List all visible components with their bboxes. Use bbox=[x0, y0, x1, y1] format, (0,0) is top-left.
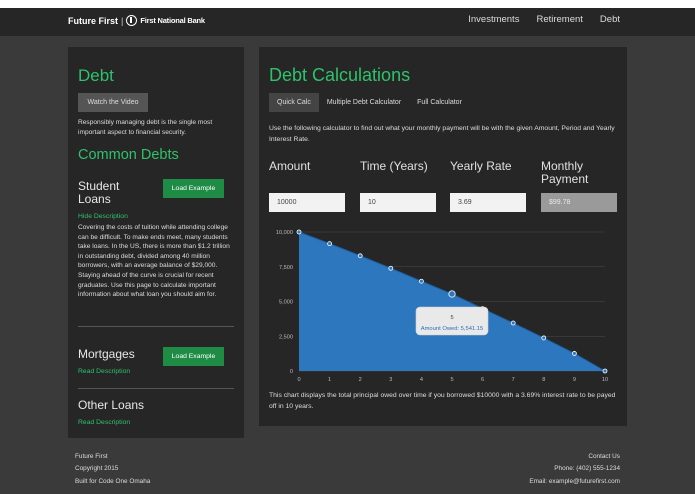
footer-phone: Phone: (402) 555-1234 bbox=[554, 465, 620, 473]
chart-tooltip: 5 Amount Owed: 5,541.15 bbox=[415, 306, 489, 336]
x-tick-label: 0 bbox=[297, 377, 300, 383]
tab-multiple-debt-calculator[interactable]: Multiple Debt Calculator bbox=[326, 99, 402, 106]
mortgages-load-example-button[interactable]: Load Example bbox=[163, 347, 224, 366]
mortgages-title: Mortgages bbox=[78, 347, 135, 361]
debt-calculations-title: Debt Calculations bbox=[269, 65, 411, 85]
principal-area bbox=[299, 232, 605, 371]
footer-contact-us-link[interactable]: Contact Us bbox=[588, 453, 620, 460]
x-tick-label: 6 bbox=[481, 377, 484, 383]
bank-name: First National Bank bbox=[140, 16, 205, 25]
tooltip-x-label: 5 bbox=[450, 315, 453, 321]
chart-note-text: This chart displays the total principal … bbox=[269, 392, 616, 410]
debt-info-panel: Debt Watch the Video Responsibly managin… bbox=[68, 47, 244, 438]
tab-full-calculator[interactable]: Full Calculator bbox=[417, 99, 462, 106]
student-loans-title: Student Loans bbox=[78, 179, 120, 206]
divider bbox=[78, 388, 234, 389]
data-point bbox=[388, 265, 394, 271]
x-tick-label: 7 bbox=[512, 377, 515, 383]
tooltip-value: Amount Owed: 5,541.15 bbox=[421, 326, 484, 332]
top-strip bbox=[0, 0, 695, 8]
x-tick-label: 10 bbox=[602, 377, 608, 383]
amount-input[interactable] bbox=[269, 193, 345, 212]
calculator-tabs: Quick Calc Multiple Debt Calculator Full… bbox=[269, 93, 470, 112]
brand-logo[interactable]: Future First | First National Bank bbox=[68, 15, 205, 26]
data-point bbox=[541, 335, 547, 341]
principal-chart-svg: 0 2,500 5,000 7,500 10,000 0 1 2 3 4 5 6 7 8 9 10 5 Amoun… bbox=[276, 229, 608, 383]
footer-right: Contact Us Phone: (402) 555-1234 Email: … bbox=[529, 451, 620, 488]
x-tick-label: 2 bbox=[359, 377, 362, 383]
x-tick-label: 1 bbox=[328, 377, 331, 383]
time-years-input[interactable] bbox=[360, 193, 436, 212]
yearly-rate-label: Yearly Rate bbox=[450, 159, 512, 173]
x-tick-label: 5 bbox=[450, 377, 453, 383]
footer-brand: Future First bbox=[75, 453, 108, 460]
y-tick-label: 10,000 bbox=[276, 230, 293, 236]
monthly-payment-output bbox=[541, 193, 617, 212]
brand-name: Future First bbox=[68, 15, 119, 26]
footer-left: Future First Copyright 2015 Built for Co… bbox=[75, 451, 150, 488]
watch-video-button[interactable]: Watch the Video bbox=[78, 93, 148, 112]
time-years-label: Time (Years) bbox=[360, 159, 428, 173]
footer-built-for: Built for Code One Omaha bbox=[75, 477, 151, 485]
student-loans-hide-description-link[interactable]: Hide Description bbox=[78, 213, 128, 220]
mortgages-read-description-link[interactable]: Read Description bbox=[78, 368, 131, 375]
y-tick-label: 5,000 bbox=[279, 300, 293, 306]
other-loans-read-description-link[interactable]: Read Description bbox=[78, 419, 131, 426]
common-debts-title: Common Debts bbox=[78, 147, 179, 163]
footer-copyright: Copyright 2015 bbox=[75, 465, 119, 473]
debt-calculations-panel: Debt Calculations Quick Calc Multiple De… bbox=[259, 47, 627, 426]
x-tick-label: 3 bbox=[389, 377, 392, 383]
tab-quick-calc[interactable]: Quick Calc bbox=[269, 93, 319, 112]
brand-separator: | bbox=[121, 15, 124, 26]
monthly-payment-label: Monthly Payment bbox=[541, 159, 589, 186]
data-point bbox=[296, 229, 302, 235]
nav-link-investments[interactable]: Investments bbox=[468, 14, 520, 25]
student-loans-load-example-button[interactable]: Load Example bbox=[163, 179, 224, 198]
navbar: Future First | First National Bank Inves… bbox=[0, 8, 695, 36]
y-tick-label: 7,500 bbox=[279, 265, 293, 271]
data-point bbox=[327, 241, 332, 247]
data-point bbox=[357, 253, 363, 259]
data-point bbox=[448, 290, 456, 298]
calculator-intro-text: Use the following calculator to find out… bbox=[269, 125, 615, 143]
data-point bbox=[602, 368, 608, 374]
yearly-rate-input[interactable] bbox=[450, 193, 526, 212]
data-point bbox=[418, 278, 424, 284]
x-tick-label: 4 bbox=[420, 377, 423, 383]
divider bbox=[78, 326, 234, 327]
y-tick-label: 2,500 bbox=[279, 334, 293, 340]
amount-label: Amount bbox=[269, 159, 311, 173]
nav-link-retirement[interactable]: Retirement bbox=[536, 14, 583, 25]
tooltip-box bbox=[415, 306, 489, 336]
debt-intro-text: Responsibly managing debt is the single … bbox=[78, 119, 213, 136]
bank-logo-icon bbox=[126, 15, 138, 26]
other-loans-title: Other Loans bbox=[78, 398, 145, 412]
footer-email[interactable]: Email: example@futurefirst.com bbox=[529, 477, 620, 485]
nav-links: Investments Retirement Debt bbox=[468, 14, 620, 25]
data-point bbox=[510, 320, 516, 326]
student-loans-description: Covering the costs of tuition while atte… bbox=[78, 224, 230, 299]
x-tick-label: 8 bbox=[542, 377, 545, 383]
debt-title: Debt bbox=[78, 66, 114, 85]
nav-link-debt[interactable]: Debt bbox=[599, 14, 620, 25]
y-tick-label: 0 bbox=[290, 369, 293, 375]
x-tick-label: 9 bbox=[573, 377, 576, 383]
data-point bbox=[571, 351, 577, 356]
principal-chart: 0 2,500 5,000 7,500 10,000 0 1 2 3 4 5 6 7 8 9 10 5 Amoun… bbox=[259, 223, 627, 389]
